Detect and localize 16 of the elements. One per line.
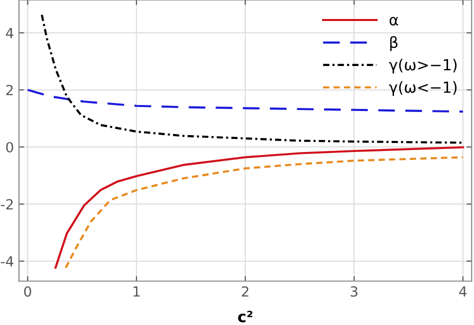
x-tick-label: 3 xyxy=(350,286,358,297)
x-axis-title: c² xyxy=(238,310,252,322)
y-tick-label: 4 xyxy=(6,28,14,38)
x-tick-label: 4 xyxy=(459,286,467,297)
x-tick-label: 1 xyxy=(134,286,140,297)
legend-label: β xyxy=(390,36,398,52)
y-tick-label: -2 xyxy=(0,199,13,210)
line-series xyxy=(40,14,464,144)
y-tick-label: -4 xyxy=(0,256,14,266)
legend-label: γ(ω<−1) xyxy=(389,81,457,96)
y-tick-label: 0 xyxy=(6,142,14,152)
legend-label: α xyxy=(390,16,398,26)
y-tick-label: 2 xyxy=(6,84,13,96)
x-tick-label: 2 xyxy=(242,286,248,297)
legend-label: γ(ω>−1) xyxy=(389,58,457,74)
x-tick-label: 0 xyxy=(24,286,32,297)
